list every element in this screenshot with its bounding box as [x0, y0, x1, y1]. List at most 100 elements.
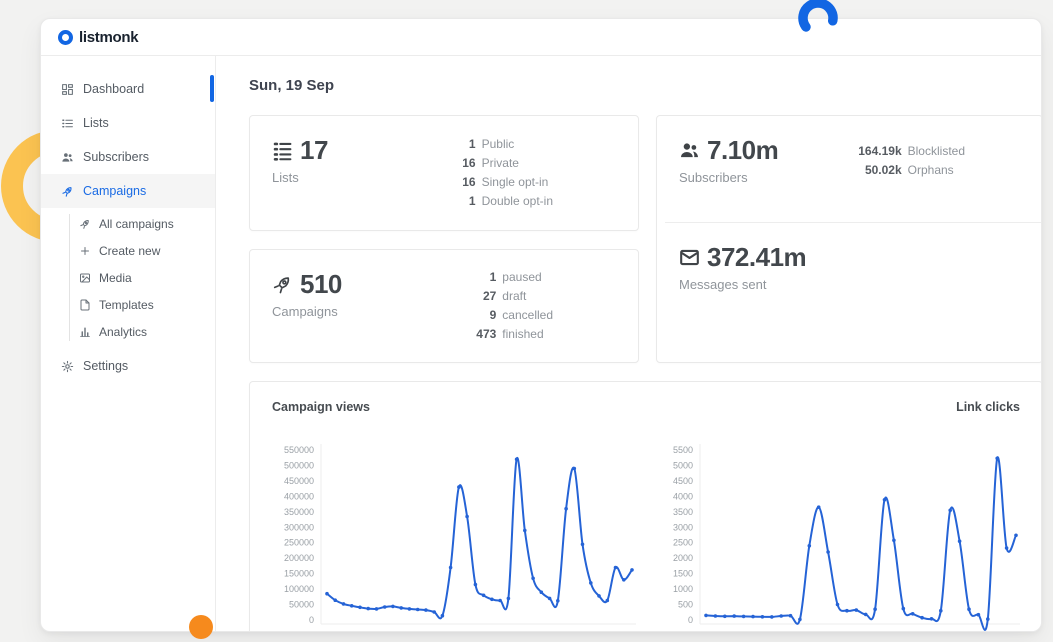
sidebar-label: Media	[99, 270, 132, 285]
sidebar-item-media[interactable]: Media	[41, 264, 215, 291]
sidebar-scrollbar-thumb[interactable]	[210, 75, 214, 102]
stat-number: 1	[468, 137, 476, 151]
app-window: listmonk Dashboard Lists Su	[40, 18, 1042, 632]
svg-text:2000: 2000	[673, 553, 693, 563]
stat-number: 27	[482, 289, 497, 303]
link-clicks-chart: 0 500 1000 1500 2000 2500 3000 3500 4000 4500 5000…	[673, 444, 1020, 631]
sidebar-item-dashboard[interactable]: Dashboard	[41, 72, 215, 106]
svg-text:3000: 3000	[673, 522, 693, 532]
decorative-orange-circle	[189, 615, 213, 639]
stat-text: Double opt-in	[481, 194, 553, 208]
stat-number: 16	[462, 175, 476, 189]
stats-cards: 17 Lists 1 Public 16 Private 16 Single opt-in…	[249, 115, 1041, 363]
subscribers-section: 7.10m Subscribers 164.19k Blocklisted 50.0…	[657, 116, 1041, 222]
stat-text: Single opt-in	[481, 175, 549, 189]
stat-number: 1	[489, 270, 497, 284]
sidebar-item-all-campaigns[interactable]: All campaigns	[41, 210, 215, 237]
card-divider	[665, 222, 1041, 223]
sidebar-label: Subscribers	[83, 150, 149, 164]
sidebar-label: Campaigns	[83, 184, 147, 198]
sidebar-item-templates[interactable]: Templates	[41, 291, 215, 318]
charts-card: Campaign views Link clicks 0 50000 100000 1…	[249, 381, 1041, 631]
rocket-icon	[61, 185, 74, 198]
svg-text:450000: 450000	[284, 476, 314, 486]
svg-text:50000: 50000	[289, 600, 314, 610]
svg-text:200000: 200000	[284, 553, 314, 563]
sidebar-item-analytics[interactable]: Analytics	[41, 318, 215, 345]
svg-text:2500: 2500	[673, 538, 693, 548]
subscribers-big-icon	[679, 140, 700, 161]
svg-text:4000: 4000	[673, 491, 693, 501]
stat-number: 50.02k	[864, 163, 902, 177]
stat-number: 164.19k	[858, 144, 902, 158]
svg-text:500000: 500000	[284, 460, 314, 470]
dashboard-icon	[61, 83, 74, 96]
messages-section: 372.41m Messages sent	[657, 223, 1041, 362]
list-icon	[61, 117, 74, 130]
sidebar-item-lists[interactable]: Lists	[41, 106, 215, 140]
svg-text:550000: 550000	[284, 445, 314, 455]
messages-label: Messages sent	[679, 277, 767, 292]
stat-text: draft	[502, 289, 527, 303]
sidebar-item-create-new[interactable]: Create new	[41, 237, 215, 264]
svg-text:150000: 150000	[284, 569, 314, 579]
svg-text:4500: 4500	[673, 476, 693, 486]
rocket-icon	[79, 218, 91, 230]
stat-text: Orphans	[907, 163, 954, 177]
envelope-icon	[679, 247, 700, 268]
campaign-views-title: Campaign views	[272, 400, 370, 414]
sidebar-item-campaigns[interactable]: Campaigns	[41, 174, 215, 208]
logo-text: listmonk	[79, 28, 139, 46]
lists-count: 17	[300, 135, 328, 165]
lists-breakdown: 1 Public 16 Private 16 Single opt-in 1 Double o…	[462, 135, 553, 211]
rocket-big-icon	[272, 274, 293, 295]
campaigns-label: Campaigns	[272, 304, 338, 319]
subscribers-breakdown: 164.19k Blocklisted 50.02k Orphans	[858, 142, 965, 180]
link-clicks-title: Link clicks	[956, 400, 1020, 414]
svg-text:0: 0	[309, 615, 314, 625]
stat-text: cancelled	[502, 308, 553, 322]
stat-text: Private	[481, 156, 519, 170]
svg-text:1500: 1500	[673, 569, 693, 579]
sidebar-item-subscribers[interactable]: Subscribers	[41, 140, 215, 174]
svg-text:0: 0	[688, 615, 693, 625]
plus-icon	[79, 245, 91, 257]
sidebar-label: Create new	[99, 243, 161, 258]
subscribers-messages-card: 7.10m Subscribers 164.19k Blocklisted 50.0…	[656, 115, 1041, 363]
app-header: listmonk	[41, 19, 1041, 56]
sidebar-label: Analytics	[99, 324, 148, 339]
subscribers-count: 7.10m	[707, 135, 779, 165]
people-icon	[61, 151, 74, 164]
stat-text: Blocklisted	[907, 144, 965, 158]
sidebar-item-settings[interactable]: Settings	[41, 349, 215, 383]
campaign-views-chart: 0 50000 100000 150000 200000 250000 300000 3500…	[284, 444, 636, 625]
sidebar-label: Templates	[99, 297, 154, 312]
file-icon	[79, 299, 91, 311]
campaigns-card: 510 Campaigns 1 paused 27 draft 9 cancelled 47…	[249, 249, 639, 363]
stat-text: Public	[481, 137, 515, 151]
campaigns-submenu: All campaigns Create new Media	[41, 210, 215, 345]
campaigns-count: 510	[300, 269, 342, 299]
svg-text:350000: 350000	[284, 507, 314, 517]
stat-number: 1	[468, 194, 476, 208]
sidebar-label: Lists	[83, 116, 109, 130]
svg-text:5000: 5000	[673, 460, 693, 470]
lists-big-icon	[272, 140, 293, 161]
svg-text:400000: 400000	[284, 491, 314, 501]
svg-text:250000: 250000	[284, 538, 314, 548]
lists-label: Lists	[272, 170, 299, 185]
stat-number: 16	[462, 156, 476, 170]
svg-text:3500: 3500	[673, 507, 693, 517]
sidebar-label: Dashboard	[83, 82, 145, 96]
sidebar-label: Settings	[83, 359, 129, 373]
stat-text: finished	[502, 327, 544, 341]
page-title: Sun, 19 Sep	[249, 77, 335, 94]
decorative-blue-arc	[798, 0, 838, 38]
stat-number: 9	[489, 308, 497, 322]
campaigns-breakdown: 1 paused 27 draft 9 cancelled 473 finished	[476, 268, 553, 344]
svg-text:500: 500	[678, 600, 693, 610]
logo[interactable]: listmonk	[58, 28, 139, 46]
stat-text: paused	[502, 270, 542, 284]
sidebar: Dashboard Lists Subscribers Campaigns	[41, 56, 216, 631]
gear-icon	[61, 360, 74, 373]
